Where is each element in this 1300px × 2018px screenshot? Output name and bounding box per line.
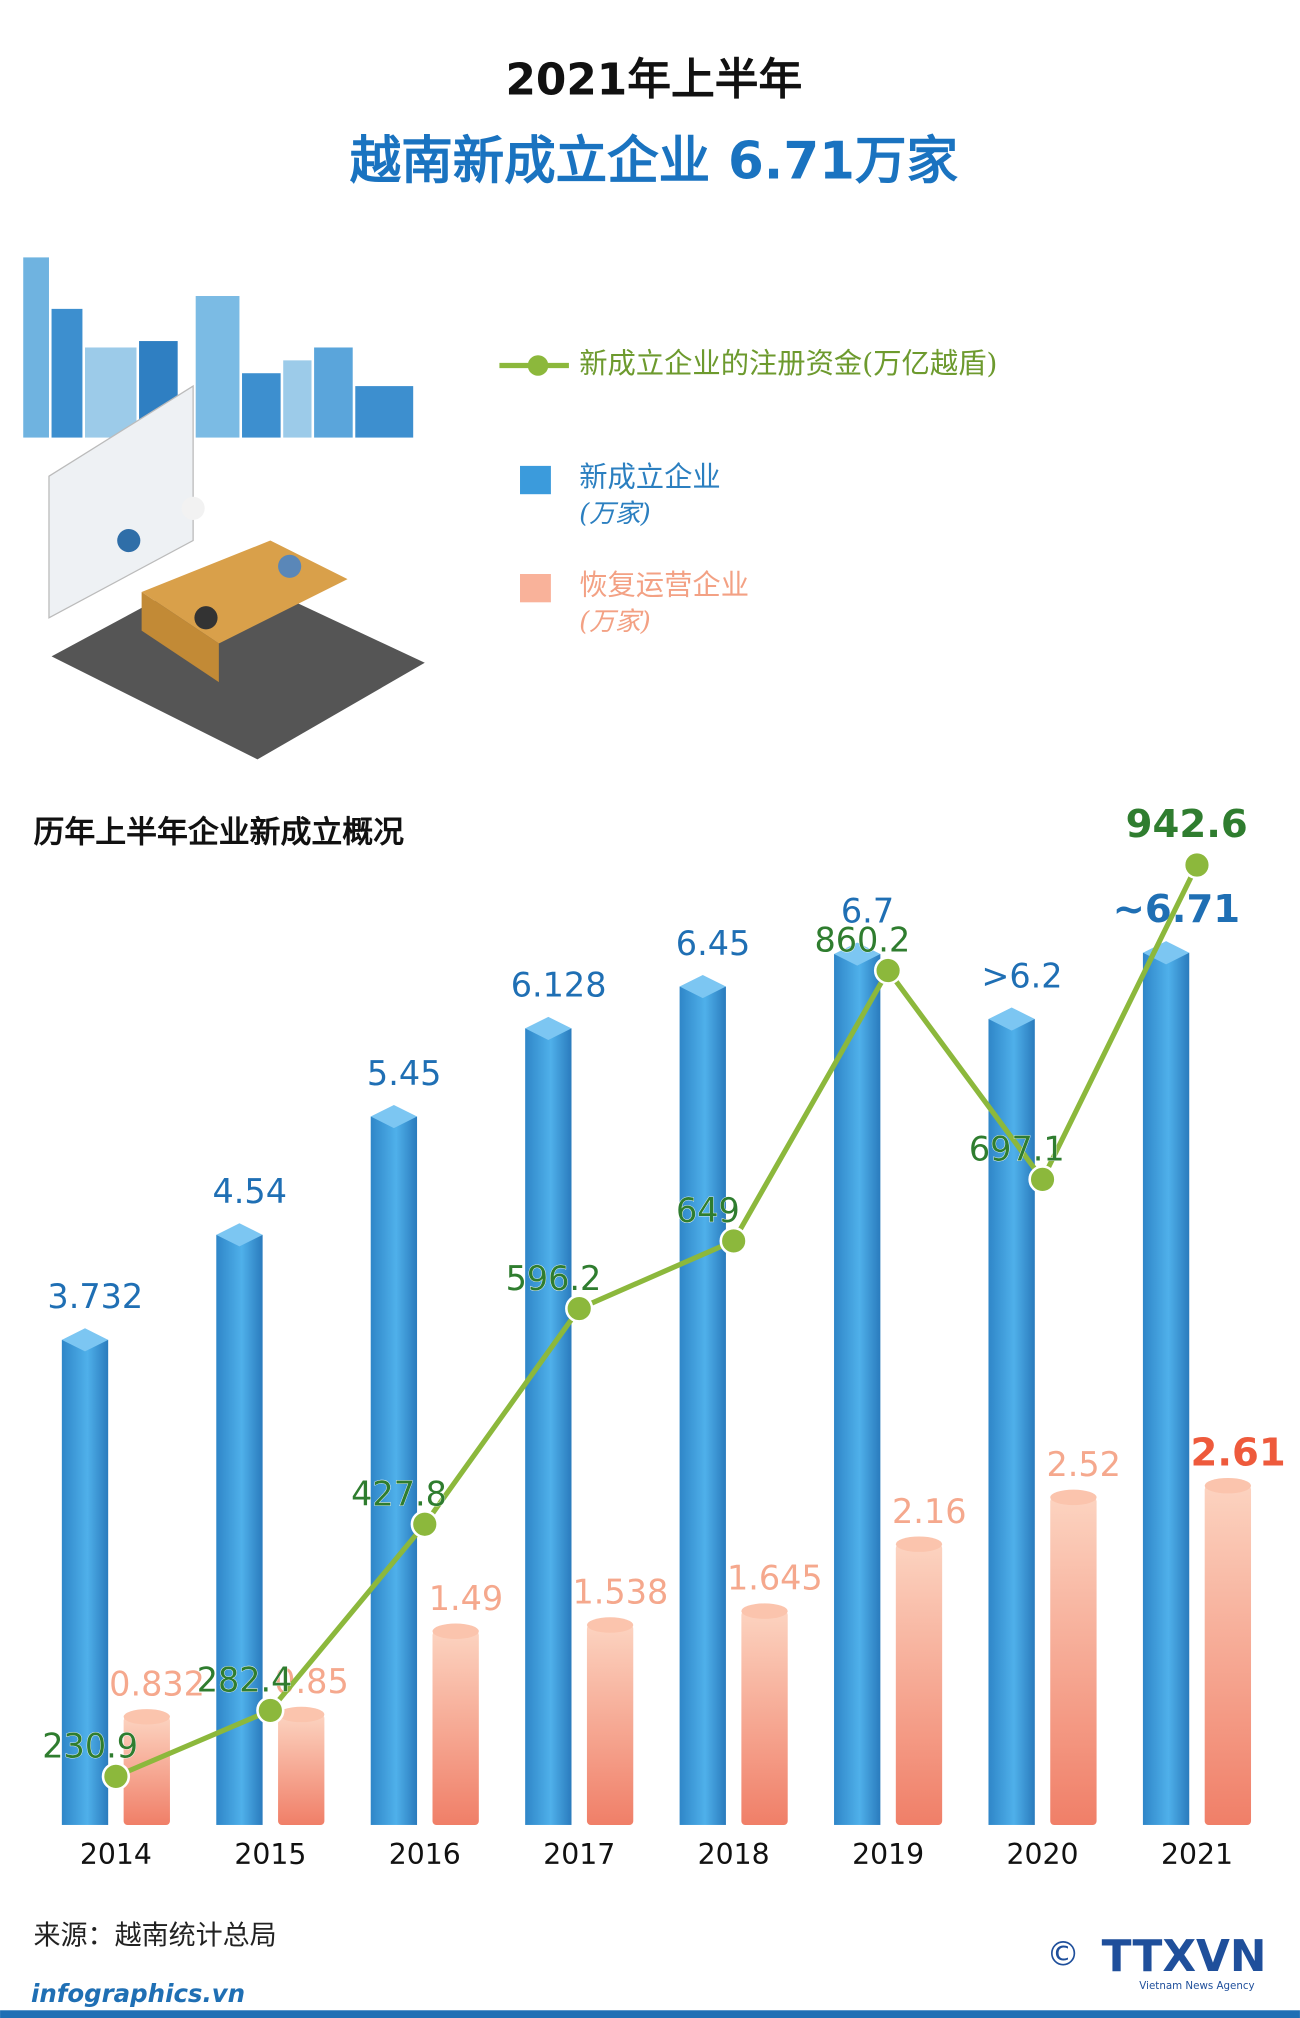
line-label: 697.1 — [969, 1130, 1065, 1169]
legend-unit: (万家) — [579, 607, 651, 637]
bar-top — [123, 1709, 170, 1725]
line-label: 860.2 — [814, 921, 910, 960]
legend-label: 新成立企业的注册资金(万亿越盾) — [579, 347, 997, 380]
value-label: 6.45 — [676, 924, 751, 963]
bar — [895, 1544, 943, 1825]
footer-strip — [0, 2010, 1300, 2018]
legend: 新成立企业的注册资金(万亿越盾) 新成立企业 (万家) 恢复运营企业 (万家) — [499, 347, 997, 637]
x-tick-label: 2017 — [543, 1838, 615, 1871]
legend-unit: (万家) — [579, 499, 651, 529]
bar — [741, 1611, 788, 1825]
value-label: 0.832 — [109, 1664, 205, 1703]
bar — [988, 1019, 1035, 1825]
illustration — [23, 257, 425, 760]
line-label: 230.9 — [42, 1727, 138, 1766]
line — [114, 863, 1200, 1779]
bar-top — [741, 1603, 788, 1619]
source: 来源：越南统计总局 — [34, 1920, 277, 1951]
value-label: 6.7 — [841, 891, 894, 930]
bar — [1204, 1485, 1252, 1825]
x-tick-label: 2019 — [852, 1838, 924, 1871]
line-point — [410, 1510, 439, 1539]
bar — [370, 1116, 418, 1825]
bar — [586, 1625, 634, 1825]
legend-label: 新成立企业 — [579, 460, 721, 493]
subtitle: 越南新成立企业 6.71万家 — [350, 132, 959, 192]
line-label: 596.2 — [506, 1259, 602, 1298]
bar-top — [370, 1104, 418, 1129]
bar-top — [679, 974, 726, 999]
legend-label: 恢复运营企业 — [579, 568, 749, 601]
line-point — [101, 1762, 131, 1791]
bar-top — [834, 942, 881, 966]
bar-top — [216, 1223, 263, 1247]
line-label: 427.8 — [351, 1474, 447, 1513]
line-label: 942.6 — [1126, 802, 1248, 847]
x-tick-label: 2016 — [389, 1838, 461, 1871]
bar — [679, 986, 726, 1825]
x-tick-label: 2014 — [80, 1838, 152, 1871]
line-point — [256, 1696, 285, 1725]
value-label: 1.49 — [429, 1579, 504, 1618]
copyright: © — [1046, 1935, 1079, 1974]
bar-top — [278, 1706, 325, 1723]
x-tick-label: 2018 — [698, 1838, 770, 1871]
line-point — [719, 1226, 748, 1256]
bar-top — [586, 1617, 634, 1633]
line-label: 649 — [676, 1191, 740, 1230]
line-label: 282.4 — [197, 1661, 293, 1700]
website: infographics.vn — [31, 1979, 245, 2008]
line-point — [565, 1294, 594, 1323]
bar — [1050, 1497, 1097, 1825]
logo-caption: Vietnam News Agency — [1139, 1980, 1254, 1992]
logo: TTXVN — [1102, 1931, 1267, 1982]
line-point — [1028, 1165, 1057, 1194]
value-label: 4.54 — [212, 1172, 287, 1211]
bar — [278, 1714, 325, 1825]
bar-top — [432, 1623, 479, 1639]
value-label: 2.61 — [1191, 1430, 1286, 1475]
line-point — [1182, 850, 1212, 880]
bar — [834, 954, 881, 1825]
bar-top — [895, 1536, 943, 1552]
x-tick-label: 2021 — [1161, 1838, 1233, 1871]
legend-swatch — [520, 573, 551, 603]
title: 2021年上半年 — [505, 54, 802, 105]
bar — [216, 1234, 263, 1825]
bar-top — [1050, 1489, 1097, 1506]
value-label: 6.128 — [511, 966, 607, 1005]
value-label: 1.645 — [727, 1559, 823, 1598]
line-point — [873, 956, 903, 985]
section-title: 历年上半年企业新成立概况 — [34, 814, 405, 850]
legend-swatch — [520, 465, 551, 495]
legend-dot — [527, 355, 549, 376]
bar — [123, 1716, 170, 1825]
value-label: >6.2 — [981, 956, 1062, 995]
value-label: 3.732 — [47, 1277, 143, 1316]
value-label: 5.45 — [367, 1054, 442, 1093]
value-label: 2.52 — [1046, 1445, 1121, 1484]
value-label: 1.538 — [573, 1573, 669, 1612]
x-tick-label: 2015 — [234, 1838, 306, 1871]
x-tick-label: 2020 — [1007, 1838, 1079, 1871]
value-label: 2.16 — [892, 1492, 967, 1531]
bar — [61, 1339, 109, 1825]
bar-top — [988, 1007, 1035, 1031]
bar — [525, 1028, 572, 1825]
bar — [1142, 952, 1190, 1825]
bar-top — [1204, 1477, 1252, 1494]
bar — [432, 1631, 479, 1825]
bar-top — [61, 1328, 109, 1352]
